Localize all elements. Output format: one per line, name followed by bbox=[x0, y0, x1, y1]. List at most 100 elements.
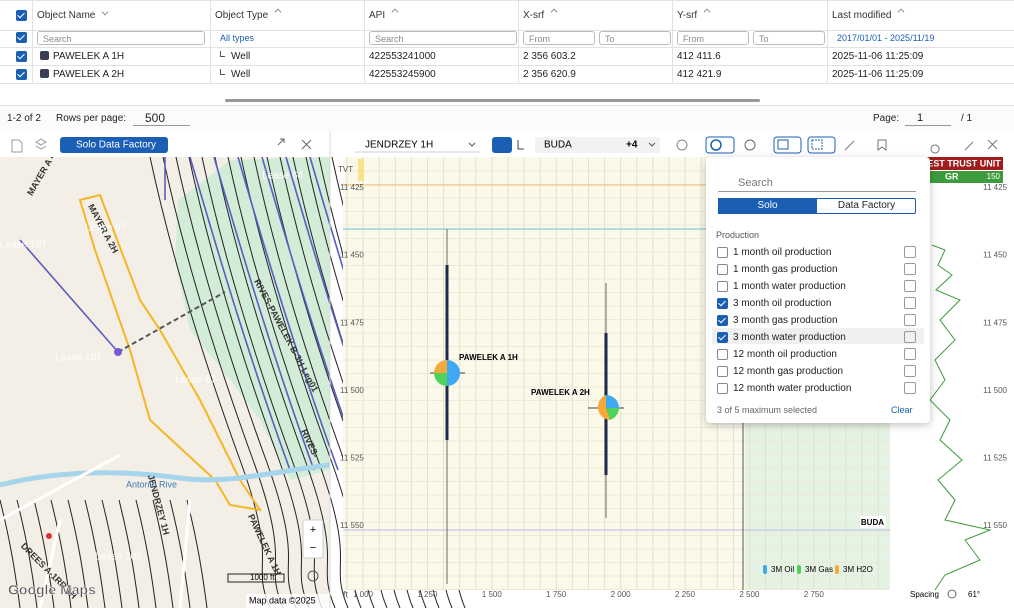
track-curve: GR bbox=[945, 171, 959, 181]
rows-select[interactable] bbox=[133, 109, 190, 126]
x-tick-label: 2 500 bbox=[739, 590, 760, 599]
rows-value[interactable]: 500 bbox=[145, 111, 166, 125]
checkbox[interactable] bbox=[717, 349, 728, 360]
menu-search-text[interactable]: Search bbox=[738, 177, 773, 189]
map-attribution: Map data ©2025 bbox=[249, 595, 316, 605]
filter-input[interactable]: Search bbox=[37, 31, 205, 45]
contour bbox=[152, 499, 174, 608]
page-total: / 1 bbox=[961, 113, 973, 124]
contour bbox=[162, 156, 284, 608]
x-tick-label: 2 250 bbox=[675, 590, 696, 599]
page-label: Page: bbox=[873, 113, 900, 124]
legend-swatch bbox=[763, 565, 767, 574]
filter-input[interactable]: Search bbox=[369, 31, 517, 45]
map-source[interactable]: Solo Data Factory bbox=[76, 140, 156, 151]
menu-item[interactable]: 12 month water production bbox=[733, 383, 852, 394]
tab[interactable]: Data Factory bbox=[837, 200, 896, 211]
row-line bbox=[0, 83, 1014, 84]
tab[interactable]: Solo bbox=[718, 198, 817, 214]
menu-item[interactable]: 3 month water production bbox=[733, 332, 846, 343]
map-label: Lease 107 bbox=[55, 353, 102, 364]
map-logo: Google Maps bbox=[8, 582, 96, 598]
legend-label: 3M H2O bbox=[843, 565, 873, 574]
svg-text:−: − bbox=[310, 542, 316, 554]
svg-text:+: + bbox=[310, 524, 316, 536]
track-tick-label: 11 525 bbox=[983, 454, 1007, 463]
checkbox[interactable] bbox=[16, 32, 27, 43]
contour bbox=[67, 499, 89, 608]
filter-input[interactable]: From bbox=[523, 31, 595, 45]
more-count[interactable]: +4 bbox=[626, 140, 638, 151]
filter-input[interactable]: All types bbox=[220, 33, 255, 43]
filter-input[interactable]: From bbox=[677, 31, 749, 45]
checkbox[interactable] bbox=[717, 315, 728, 326]
menu-search[interactable] bbox=[718, 175, 916, 192]
contour bbox=[33, 499, 55, 608]
attribute-menu: Search Solo Data Factory Production 1 mo… bbox=[706, 157, 930, 423]
angle: 61° bbox=[968, 590, 980, 599]
filter-input[interactable]: To bbox=[599, 31, 671, 45]
checkbox[interactable] bbox=[16, 10, 27, 21]
well-icon bbox=[40, 69, 49, 78]
y-tick-label: 11 425 bbox=[340, 183, 364, 192]
cell: Well bbox=[231, 69, 251, 80]
filter-input[interactable]: 2017/01/01 - 2025/11/19 bbox=[837, 33, 935, 43]
checkbox[interactable] bbox=[717, 264, 728, 275]
format-icon[interactable] bbox=[904, 365, 916, 377]
map-label: Lease 67 bbox=[85, 223, 127, 234]
checkbox[interactable] bbox=[717, 366, 728, 377]
cell: 2 356 603.2 bbox=[523, 51, 576, 62]
format-icon[interactable] bbox=[904, 348, 916, 360]
group-label: Production bbox=[716, 230, 760, 240]
menu-item[interactable]: 1 month gas production bbox=[733, 264, 838, 275]
depth-label: TVT bbox=[338, 165, 353, 174]
cell: PAWELEK A 1H bbox=[53, 51, 125, 62]
menu-item[interactable]: 3 month oil production bbox=[733, 298, 832, 309]
checkbox[interactable] bbox=[717, 383, 728, 394]
format-icon[interactable] bbox=[904, 246, 916, 258]
format-icon[interactable] bbox=[904, 297, 916, 309]
contour bbox=[149, 156, 271, 608]
filter-input[interactable]: To bbox=[753, 31, 825, 45]
contour bbox=[118, 499, 140, 608]
cell: 2 356 620.9 bbox=[523, 69, 576, 80]
menu-item[interactable]: 1 month oil production bbox=[733, 247, 832, 258]
well-path bbox=[213, 156, 315, 471]
y-tick-label: 11 525 bbox=[340, 454, 364, 463]
contour bbox=[169, 499, 191, 608]
menu-item[interactable]: 1 month water production bbox=[733, 281, 846, 292]
status: 3 of 5 maximum selected bbox=[717, 405, 818, 415]
x-tick-label: 1 000 bbox=[353, 590, 374, 599]
checkbox[interactable] bbox=[16, 69, 27, 80]
x-unit: ft bbox=[343, 589, 349, 599]
col-sep bbox=[672, 0, 673, 83]
page-value[interactable]: 1 bbox=[917, 112, 924, 124]
track-max: 150 bbox=[987, 172, 1001, 181]
menu-item[interactable]: 12 month oil production bbox=[733, 349, 837, 360]
row-line bbox=[0, 0, 1014, 1]
checkbox[interactable] bbox=[717, 298, 728, 309]
menu-item[interactable]: 12 month gas production bbox=[733, 366, 844, 377]
checkbox[interactable] bbox=[717, 281, 728, 292]
column-header: Last modified bbox=[832, 10, 892, 21]
checkbox[interactable] bbox=[717, 247, 728, 258]
well-label: PAWELEK A 2H bbox=[531, 388, 590, 397]
format-icon[interactable] bbox=[904, 280, 916, 292]
col-sep bbox=[827, 0, 828, 83]
checkbox[interactable] bbox=[717, 332, 728, 343]
clear-button[interactable]: Clear bbox=[891, 405, 913, 415]
track-tick-label: 11 550 bbox=[983, 521, 1007, 530]
horizon-select[interactable]: BUDA bbox=[544, 140, 572, 151]
contour bbox=[188, 156, 310, 608]
format-icon[interactable] bbox=[904, 331, 916, 343]
page-input[interactable] bbox=[905, 109, 951, 126]
well-select[interactable]: JENDRZEY 1H bbox=[365, 140, 433, 151]
menu-item[interactable]: 3 month gas production bbox=[733, 315, 838, 326]
format-icon[interactable] bbox=[904, 314, 916, 326]
checkbox[interactable] bbox=[16, 51, 27, 62]
y-tick-label: 11 450 bbox=[340, 251, 364, 260]
format-icon[interactable] bbox=[904, 263, 916, 275]
x-tick-label: 2 000 bbox=[611, 590, 632, 599]
format-icon[interactable] bbox=[904, 382, 916, 394]
map-label: Lease 107 bbox=[0, 240, 47, 251]
